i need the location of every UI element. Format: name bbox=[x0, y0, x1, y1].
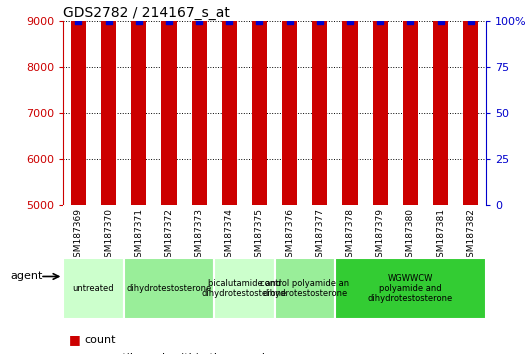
Text: GSM187373: GSM187373 bbox=[195, 208, 204, 263]
Bar bbox=[275, 258, 335, 319]
Bar bbox=[192, 0, 206, 205]
Text: GSM187374: GSM187374 bbox=[225, 208, 234, 263]
Point bbox=[105, 18, 113, 24]
Text: GDS2782 / 214167_s_at: GDS2782 / 214167_s_at bbox=[63, 6, 230, 20]
Bar bbox=[131, 0, 146, 205]
Bar bbox=[222, 0, 237, 205]
Text: ■: ■ bbox=[69, 351, 80, 354]
Bar bbox=[463, 0, 478, 205]
Bar bbox=[252, 0, 267, 205]
Point bbox=[436, 18, 445, 24]
Bar bbox=[71, 0, 86, 205]
Bar bbox=[162, 0, 176, 205]
Text: percentile rank within the sample: percentile rank within the sample bbox=[84, 353, 272, 354]
Text: GSM187381: GSM187381 bbox=[436, 208, 445, 263]
Text: GSM187379: GSM187379 bbox=[375, 208, 385, 263]
Text: GSM187372: GSM187372 bbox=[164, 208, 174, 263]
Bar bbox=[343, 0, 357, 205]
Point bbox=[286, 18, 294, 24]
Point bbox=[255, 18, 263, 24]
Text: GSM187369: GSM187369 bbox=[74, 208, 83, 263]
Text: GSM187371: GSM187371 bbox=[134, 208, 143, 263]
Bar bbox=[124, 258, 214, 319]
Bar bbox=[373, 0, 388, 205]
Bar bbox=[101, 0, 116, 205]
Text: GSM187370: GSM187370 bbox=[104, 208, 113, 263]
Text: GSM187377: GSM187377 bbox=[315, 208, 324, 263]
Point bbox=[406, 18, 414, 24]
Text: bicalutamide and
dihydrotestosterone: bicalutamide and dihydrotestosterone bbox=[202, 279, 287, 298]
Text: WGWWCW
polyamide and
dihydrotestosterone: WGWWCW polyamide and dihydrotestosterone bbox=[367, 274, 453, 303]
Point bbox=[466, 18, 475, 24]
Bar bbox=[335, 258, 486, 319]
Text: GSM187376: GSM187376 bbox=[285, 208, 294, 263]
Point bbox=[74, 18, 83, 24]
Point bbox=[195, 18, 203, 24]
Text: control polyamide an
dihydrotestosterone: control polyamide an dihydrotestosterone bbox=[260, 279, 350, 298]
Text: count: count bbox=[84, 335, 116, 345]
Point bbox=[225, 18, 233, 24]
Text: GSM187375: GSM187375 bbox=[255, 208, 264, 263]
Bar bbox=[403, 0, 418, 205]
Text: untreated: untreated bbox=[73, 284, 115, 293]
Text: dihydrotestosterone: dihydrotestosterone bbox=[126, 284, 212, 293]
Text: GSM187382: GSM187382 bbox=[466, 208, 475, 263]
Bar bbox=[312, 0, 327, 205]
Text: ■: ■ bbox=[69, 333, 80, 346]
Bar bbox=[214, 258, 275, 319]
Text: agent: agent bbox=[11, 272, 43, 281]
Bar bbox=[433, 0, 448, 205]
Point bbox=[135, 18, 143, 24]
Text: GSM187380: GSM187380 bbox=[406, 208, 415, 263]
Bar bbox=[63, 258, 124, 319]
Point bbox=[316, 18, 324, 24]
Point bbox=[165, 18, 173, 24]
Text: GSM187378: GSM187378 bbox=[345, 208, 354, 263]
Bar bbox=[282, 0, 297, 205]
Point bbox=[346, 18, 354, 24]
Point bbox=[376, 18, 384, 24]
